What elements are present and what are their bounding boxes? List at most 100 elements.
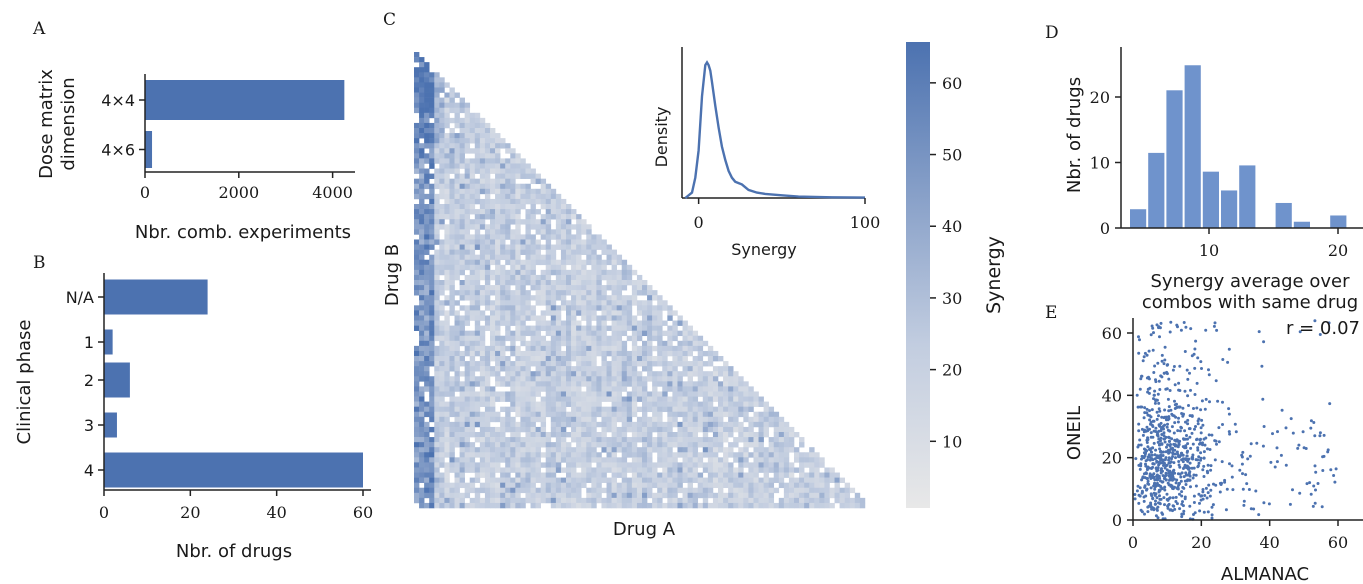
heatmap-cell [469,361,476,367]
scatter-point [1159,453,1163,457]
heatmap-cell [495,198,501,205]
heatmap-cell [692,381,699,387]
heatmap-cell [758,437,764,443]
heatmap-cell [510,305,516,311]
heatmap-cell [733,497,739,504]
heatmap-cell [642,325,648,331]
heatmap-cell [596,254,602,261]
heatmap-cell [444,432,450,438]
heatmap-cell [429,442,435,448]
scatter-point [1136,405,1140,409]
heatmap-cell [778,477,785,483]
heatmap-cell [621,315,628,321]
scatter-point [1185,368,1189,372]
heatmap-cell [414,452,420,458]
scatter-point [1149,431,1153,435]
heatmap-cell [525,325,531,331]
heatmap-cell [642,330,648,337]
heatmap-cell [500,472,506,478]
heatmap-cell [601,467,607,473]
heatmap-cell [702,477,709,483]
heatmap-cell [439,472,445,478]
scatter-point [1207,373,1211,377]
heatmap-cell [525,381,531,387]
heatmap-cell [702,406,709,413]
heatmap-cell [495,188,501,195]
scatter-point [1135,393,1139,397]
scatter-point [1194,425,1197,428]
heatmap-cell [419,224,425,230]
scatter-point [1166,443,1170,447]
heatmap-cell [530,249,536,255]
heatmap-cell [484,437,491,443]
heatmap-cell [586,406,592,413]
heatmap-cell [662,356,668,362]
heatmap-cell [631,447,638,453]
heatmap-cell [591,300,597,306]
heatmap-cell [642,406,648,413]
scatter-point [1178,492,1181,496]
heatmap-cell [510,204,516,210]
heatmap-cell [636,274,643,281]
heatmap-cell [474,487,481,494]
heatmap-cell [490,335,496,342]
heatmap-cell [631,300,638,306]
heatmap-cell [743,406,749,413]
heatmap-cell [474,391,481,397]
heatmap-cell [581,295,587,301]
heatmap-cell [601,487,607,494]
heatmap-cell [591,269,597,276]
heatmap-cell [804,452,810,458]
heatmap-cell [429,72,435,78]
heatmap-cell [829,502,835,509]
heatmap-cell [571,366,577,372]
heatmap-cell [652,447,658,453]
heatmap-cell [545,457,552,463]
heatmap-cell [545,391,552,397]
heatmap-cell [449,178,455,185]
scatter-point [1311,504,1315,508]
heatmap-cell [474,411,481,418]
heatmap-cell [550,447,557,453]
heatmap-cell [495,411,501,418]
heatmap-cell [642,300,648,306]
heatmap-cell [474,280,481,286]
heatmap-cell [414,381,420,387]
heatmap-cell [500,376,506,382]
heatmap-cell [449,259,455,266]
heatmap-cell [500,285,506,291]
heatmap-cell [657,310,663,316]
heatmap-cell [723,472,729,478]
scatter-point [1204,486,1208,490]
heatmap-cell [545,442,552,448]
heatmap-cell [479,386,486,392]
heatmap-cell [809,477,815,483]
heatmap-cell [692,330,699,337]
heatmap-cell [490,204,496,210]
scatter-point [1137,422,1141,426]
heatmap-cell [555,437,562,443]
heatmap-cell [479,254,486,261]
heatmap-cell [469,224,476,230]
heatmap-cell [479,183,486,190]
heatmap-cell [419,72,425,78]
scatter-point [1166,422,1169,426]
heatmap-cell [469,249,476,255]
heatmap-cell [606,406,612,413]
heatmap-cell [566,462,572,468]
heatmap-cell [626,502,633,509]
heatmap-cell [490,138,496,144]
heatmap-cell [535,386,541,392]
heatmap-cell [647,406,653,413]
heatmap-cell [596,269,602,276]
heatmap-cell [834,472,840,478]
heatmap-cell [490,214,496,220]
heatmap-cell [596,234,602,240]
heatmap-cell [439,204,445,210]
heatmap-cell [606,381,612,387]
heatmap-cell [571,335,577,342]
heatmap-cell [591,290,597,296]
heatmap-cell [692,502,699,509]
scatter-point [1145,468,1149,472]
heatmap-cell [469,204,476,210]
